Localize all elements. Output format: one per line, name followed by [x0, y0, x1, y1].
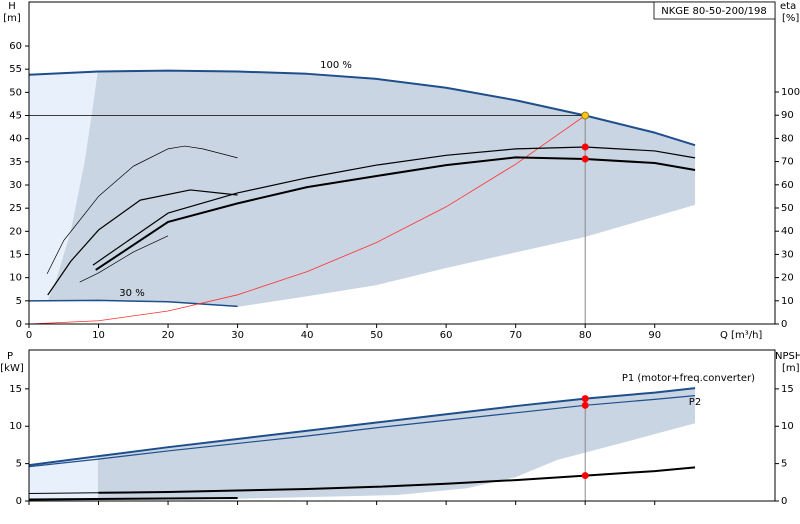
curve-label: 100 % [320, 60, 352, 71]
y-tick-label: 15 [9, 250, 22, 261]
curve [29, 299, 238, 308]
operating-area [47, 70, 696, 307]
curve [47, 189, 238, 296]
curve [29, 395, 696, 468]
y2-tick-label: 10 [781, 296, 794, 307]
x-tick-label: 70 [509, 330, 522, 341]
x-tick-label: 90 [648, 330, 661, 341]
plot-area [29, 350, 775, 501]
operating-area [29, 456, 98, 501]
curve [79, 235, 169, 283]
y2-tick-label: 20 [781, 273, 794, 284]
operating-point [581, 155, 589, 163]
operating-point [581, 143, 589, 151]
curve [29, 497, 238, 501]
curve [92, 146, 696, 266]
operating-point [581, 395, 589, 403]
y-tick-label: 35 [9, 157, 22, 168]
operating-point [581, 472, 589, 480]
y-tick-label: 0 [16, 319, 22, 330]
curve [98, 466, 696, 494]
y-axis-unit: [m] [3, 13, 21, 24]
x-axis-label: Q [m³/h] [720, 330, 762, 341]
y2-tick-label: 0 [781, 319, 787, 330]
x-tick-label: 50 [370, 330, 383, 341]
y2-tick-label: 0 [781, 496, 787, 507]
plot-frame [28, 1, 776, 325]
x-tick-label: 80 [579, 330, 592, 341]
plot-frame [28, 349, 776, 502]
y2-tick-label: 50 [781, 203, 794, 214]
operating-point [581, 401, 589, 409]
y-tick-label: 55 [9, 64, 22, 75]
curve-label: P1 (motor+freq.converter) [622, 373, 755, 384]
y-axis-label: P [7, 351, 13, 362]
y2-axis-unit: [%] [782, 13, 799, 24]
x-tick-label: 20 [162, 330, 175, 341]
y-tick-label: 30 [9, 180, 22, 191]
y2-tick-label: 90 [781, 110, 794, 121]
operating-point [581, 111, 590, 120]
y2-tick-label: 100 [781, 87, 800, 98]
y2-tick-label: 30 [781, 249, 794, 260]
y2-tick-label: 15 [781, 384, 794, 395]
y-tick-label: 10 [9, 421, 22, 432]
x-tick-label: 60 [440, 330, 453, 341]
title-box [653, 1, 776, 20]
y-tick-label: 10 [9, 273, 22, 284]
y-axis-label: H [8, 1, 16, 12]
y-tick-label: 25 [9, 203, 22, 214]
y2-tick-label: 40 [781, 226, 794, 237]
y2-axis-label: NPSH [775, 351, 800, 362]
y2-tick-label: 60 [781, 180, 794, 191]
y2-tick-label: 5 [781, 459, 787, 470]
chart-title: NKGE 80-50-200/198 [661, 6, 767, 17]
y2-tick-label: 70 [781, 157, 794, 168]
y-tick-label: 5 [16, 459, 22, 470]
y2-axis-unit: [m] [782, 363, 800, 374]
y-tick-label: 60 [9, 41, 22, 52]
plot-area [29, 2, 775, 324]
curve-label: 30 % [119, 288, 144, 299]
curve [29, 115, 586, 324]
curve [29, 387, 696, 467]
y-tick-label: 40 [9, 134, 22, 145]
curve [46, 145, 238, 275]
y2-axis-label: eta [780, 1, 796, 12]
y2-tick-label: 80 [781, 133, 794, 144]
y-tick-label: 5 [16, 296, 22, 307]
y-tick-label: 15 [9, 384, 22, 395]
curve [29, 492, 99, 495]
x-tick-label: 40 [301, 330, 314, 341]
operating-area [97, 388, 696, 501]
y-tick-label: 45 [9, 111, 22, 122]
curve [95, 156, 696, 271]
x-tick-label: 10 [92, 330, 105, 341]
x-tick-label: 30 [231, 330, 244, 341]
y-tick-label: 20 [9, 226, 22, 237]
y2-tick-label: 10 [781, 421, 794, 432]
y-tick-label: 50 [9, 87, 22, 98]
x-tick-label: 0 [26, 330, 32, 341]
curve [29, 69, 696, 147]
curve-label: P2 [689, 397, 701, 408]
y-axis-unit: [kW] [0, 363, 24, 374]
y-tick-label: 0 [16, 496, 22, 507]
